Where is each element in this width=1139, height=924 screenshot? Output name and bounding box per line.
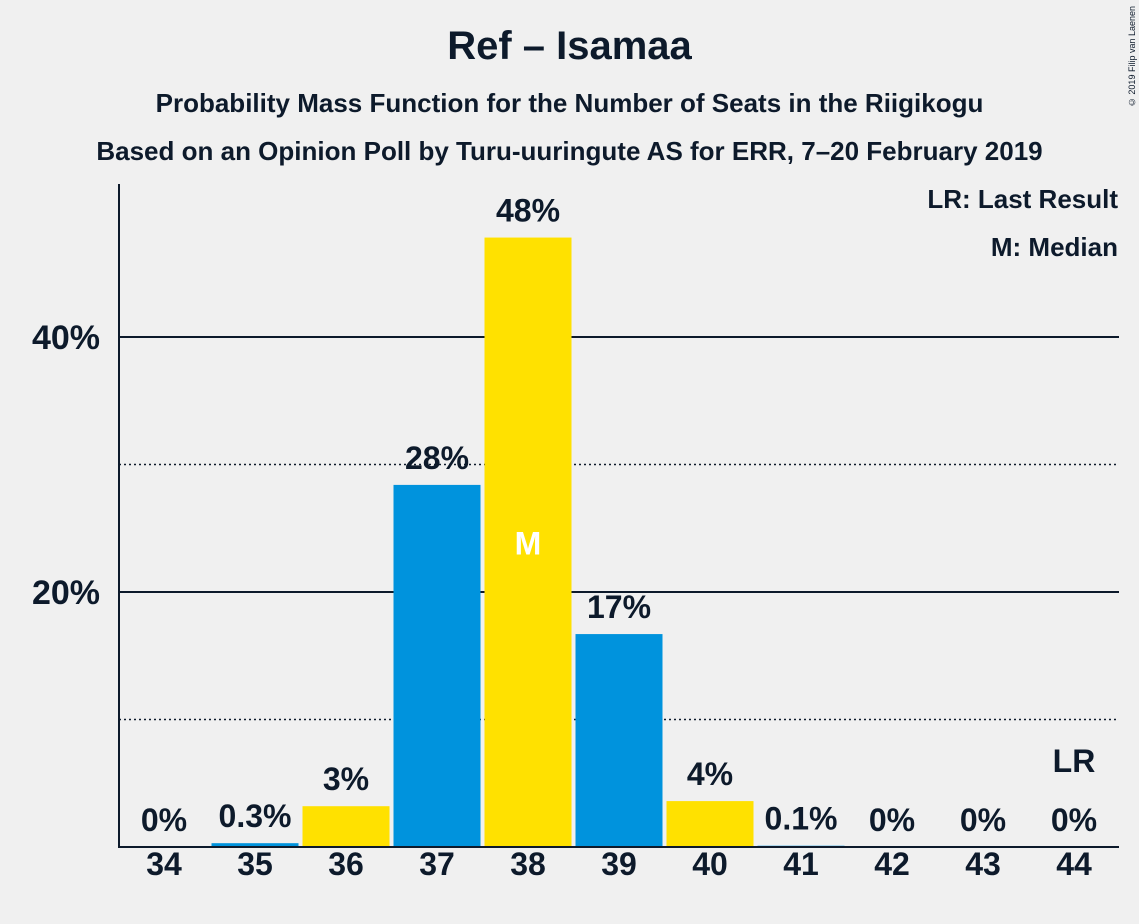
x-tick-label: 44 (1056, 846, 1092, 882)
bar (575, 634, 663, 847)
x-tick-label: 36 (328, 846, 364, 882)
chart-title: Ref – Isamaa (447, 24, 692, 68)
x-tick-label: 39 (601, 846, 637, 882)
data-label: 0% (141, 802, 187, 838)
data-label: 0% (1051, 802, 1097, 838)
bar (302, 806, 390, 847)
x-tick-label: 38 (510, 846, 546, 882)
x-tick-label: 43 (965, 846, 1001, 882)
legend-median: M: Median (990, 232, 1118, 262)
x-tick-label: 35 (237, 846, 273, 882)
x-tick-label: 42 (874, 846, 910, 882)
x-tick-label: 34 (146, 846, 182, 882)
median-marker: M (515, 525, 542, 561)
x-tick-label: 40 (692, 846, 728, 882)
data-label: 48% (496, 193, 560, 229)
data-label: 17% (587, 589, 651, 625)
y-tick-label: 40% (32, 319, 100, 357)
bar (484, 237, 572, 848)
data-label: 3% (323, 761, 369, 797)
chart-subtitle: Probability Mass Function for the Number… (155, 88, 984, 118)
data-label: 0% (960, 802, 1006, 838)
legend-last-result: LR: Last Result (927, 184, 1118, 214)
data-label: 28% (405, 440, 469, 476)
bar (393, 484, 481, 847)
y-tick-label: 20% (32, 574, 100, 612)
data-label: 4% (687, 756, 733, 792)
data-label: 0.3% (219, 798, 292, 834)
data-label: 0% (869, 802, 915, 838)
bar (666, 801, 754, 847)
data-label: 0.1% (765, 801, 838, 837)
bar (211, 843, 299, 847)
x-tick-label: 41 (783, 846, 819, 882)
chart-subtitle-poll: Based on an Opinion Poll by Turu-uuringu… (96, 136, 1043, 166)
x-tick-label: 37 (419, 846, 455, 882)
last-result-marker: LR (1053, 743, 1096, 779)
